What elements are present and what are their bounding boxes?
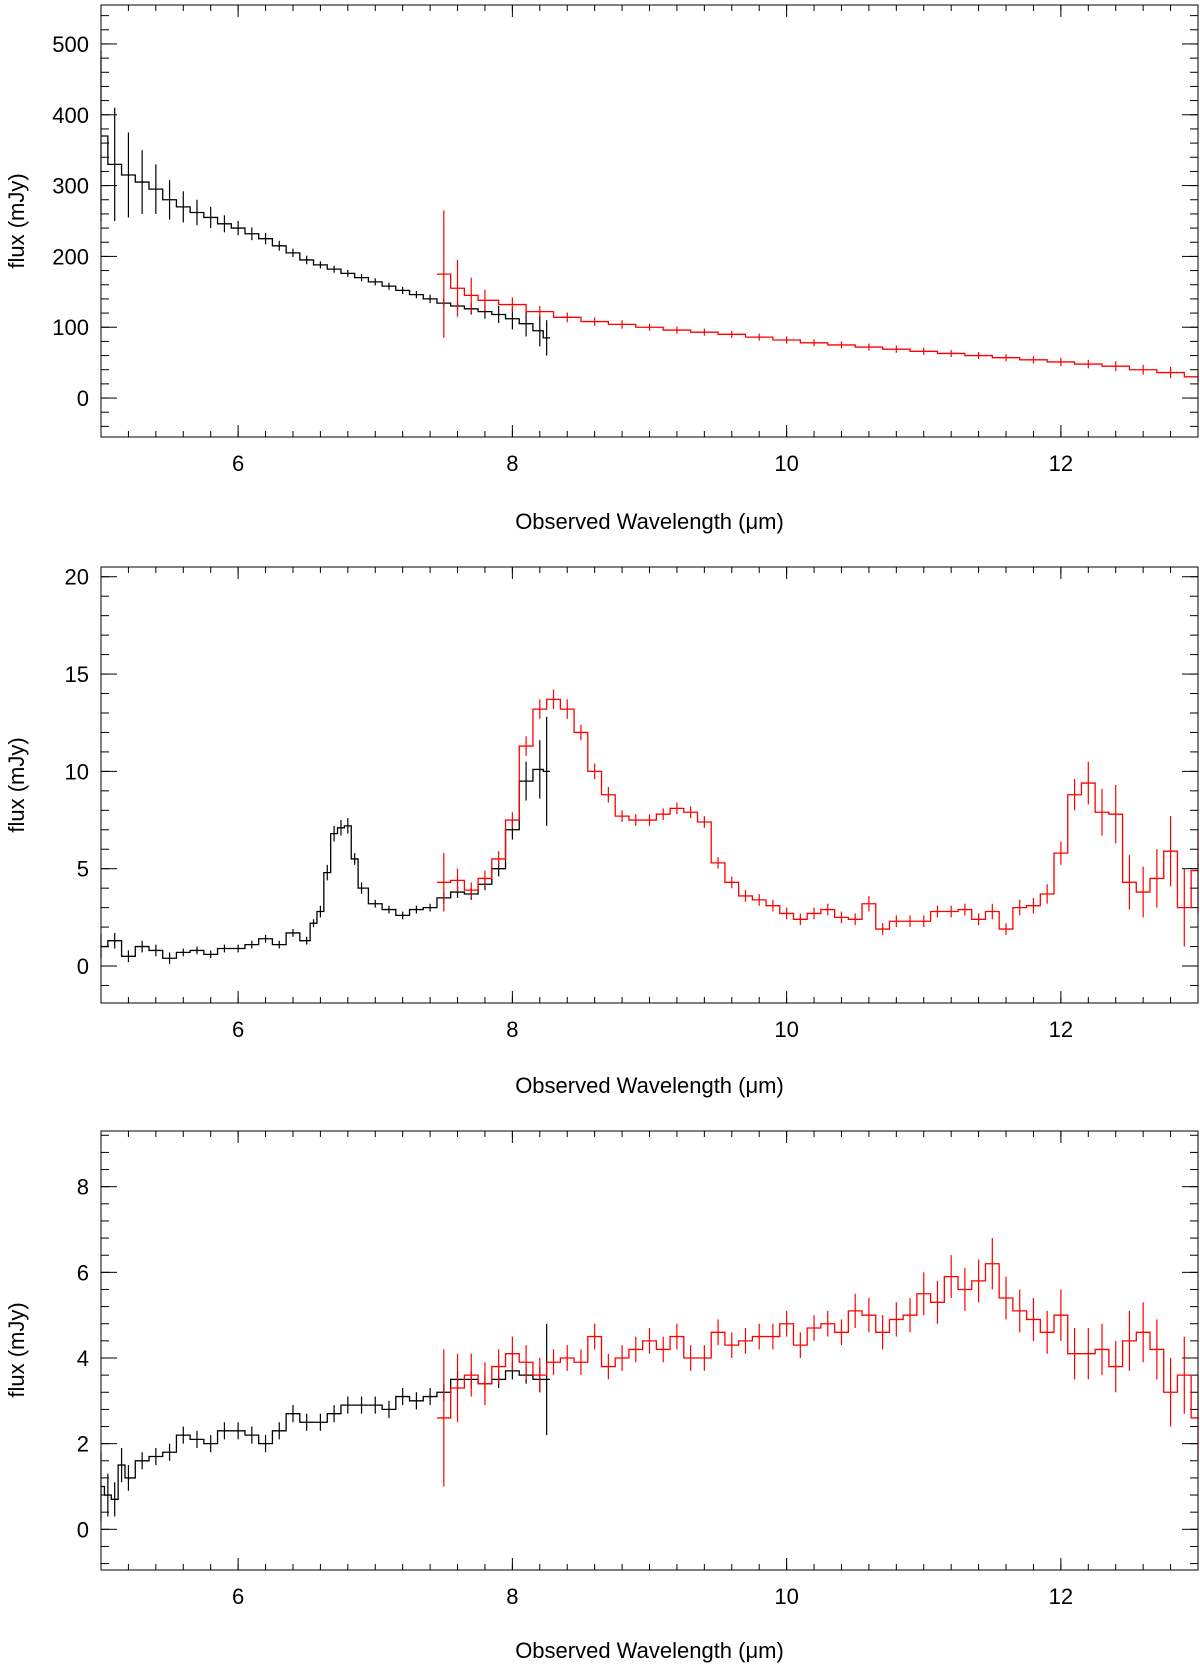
x-tick-label: 8 — [506, 1017, 518, 1042]
y-tick-label: 6 — [77, 1260, 89, 1285]
x-tick-label: 8 — [506, 451, 518, 476]
panel-bottom: 6 8 10 12 0 2 4 6 8 Observed Wavelength (μm) flu… — [4, 1130, 1199, 1663]
panel-top-frame — [100, 4, 1199, 438]
y-tick-label: 5 — [77, 857, 89, 882]
panel-middle-xlabel: Observed Wavelength (μm) — [515, 1073, 784, 1098]
series-short-line — [101, 768, 551, 959]
panel-top-series — [100, 51, 1199, 383]
y-tick-label: 0 — [77, 1517, 89, 1542]
y-tick-label: 200 — [52, 244, 89, 269]
panel-bottom-ylabel: flux (mJy) — [4, 1302, 29, 1397]
series-long-line — [436, 698, 1198, 930]
panel-middle-frame — [100, 566, 1199, 1004]
panel-top: 6 8 10 12 0 100 200 300 400 500 Observed Waveleng… — [4, 4, 1199, 534]
y-tick-label: 20 — [65, 565, 89, 590]
x-tick-label: 10 — [774, 1584, 798, 1609]
y-tick-label: 0 — [77, 386, 89, 411]
x-tick-label: 12 — [1049, 1584, 1073, 1609]
series-long-line — [436, 273, 1198, 378]
x-tick-label: 10 — [774, 451, 798, 476]
x-tick-label: 12 — [1049, 451, 1073, 476]
y-tick-label: 500 — [52, 32, 89, 57]
panel-middle-ticks: 6 8 10 12 0 5 10 15 20 — [65, 565, 1199, 1042]
y-tick-label: 100 — [52, 315, 89, 340]
panel-bottom-series — [100, 1238, 1199, 1521]
y-tick-label: 0 — [77, 954, 89, 979]
y-tick-label: 2 — [77, 1432, 89, 1457]
panel-middle-series — [100, 689, 1199, 965]
x-tick-label: 8 — [506, 1584, 518, 1609]
panel-middle-ylabel: flux (mJy) — [4, 737, 29, 832]
y-tick-label: 10 — [65, 759, 89, 784]
x-tick-label: 6 — [232, 451, 244, 476]
y-tick-label: 15 — [65, 662, 89, 687]
series-short-line — [101, 135, 551, 339]
y-tick-label: 4 — [77, 1346, 89, 1371]
panel-bottom-frame — [100, 1130, 1199, 1571]
series-short-line — [101, 1370, 551, 1500]
y-tick-label: 400 — [52, 103, 89, 128]
x-tick-label: 10 — [774, 1017, 798, 1042]
y-tick-label: 300 — [52, 174, 89, 199]
y-tick-label: 8 — [77, 1175, 89, 1200]
x-tick-label: 12 — [1049, 1017, 1073, 1042]
panel-top-ticks: 6 8 10 12 0 100 200 300 400 500 — [52, 5, 1199, 476]
panel-bottom-xlabel: Observed Wavelength (μm) — [515, 1638, 784, 1663]
x-tick-label: 6 — [232, 1017, 244, 1042]
panel-bottom-ticks: 6 8 10 12 0 2 4 6 8 — [77, 1131, 1199, 1609]
series-long-line — [436, 1263, 1198, 1419]
panel-top-ylabel: flux (mJy) — [4, 173, 29, 268]
x-tick-label: 6 — [232, 1584, 244, 1609]
panel-top-xlabel: Observed Wavelength (μm) — [515, 509, 784, 534]
